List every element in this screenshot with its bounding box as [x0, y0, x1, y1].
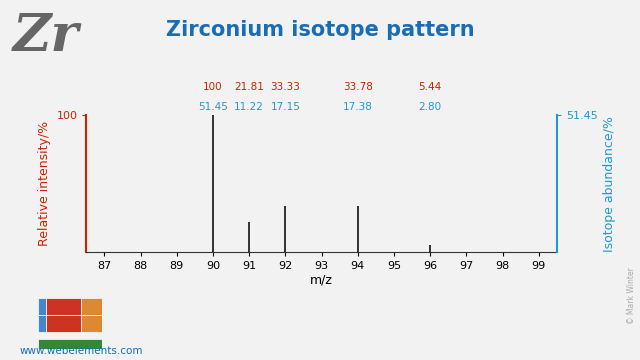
Text: Zirconium isotope pattern: Zirconium isotope pattern [166, 20, 474, 40]
X-axis label: m/z: m/z [310, 274, 333, 287]
Text: 17.38: 17.38 [343, 102, 372, 112]
Bar [81, 315, 102, 332]
Text: © Mark Winter: © Mark Winter [627, 267, 636, 324]
Text: 100: 100 [204, 82, 223, 92]
Text: 2.80: 2.80 [419, 102, 442, 112]
Bar [81, 298, 102, 315]
Text: Zr: Zr [13, 11, 79, 62]
Text: 5.44: 5.44 [419, 82, 442, 92]
Bar [38, 298, 45, 315]
Text: 51.45: 51.45 [198, 102, 228, 112]
Bar [38, 315, 45, 332]
Y-axis label: Isotope abundance/%: Isotope abundance/% [603, 116, 616, 252]
Bar [45, 298, 81, 315]
Text: 21.81: 21.81 [234, 82, 264, 92]
Y-axis label: Relative intensity/%: Relative intensity/% [38, 121, 51, 246]
Text: www.webelements.com: www.webelements.com [19, 346, 143, 356]
Bar [42, 351, 84, 358]
Text: 17.15: 17.15 [271, 102, 300, 112]
Text: 11.22: 11.22 [234, 102, 264, 112]
Text: 33.78: 33.78 [343, 82, 372, 92]
Bar [38, 339, 102, 349]
Bar [45, 315, 81, 332]
Text: 33.33: 33.33 [271, 82, 300, 92]
